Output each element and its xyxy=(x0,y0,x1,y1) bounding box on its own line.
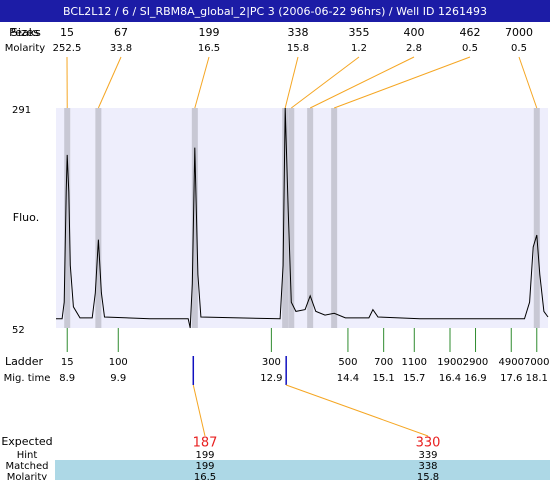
y-tick-label: 291 xyxy=(12,105,31,116)
row-label: Mig. time xyxy=(4,373,51,384)
peak-band xyxy=(307,108,314,328)
ladder-time: 12.9 xyxy=(260,373,282,384)
ladder-time: 14.4 xyxy=(337,373,359,384)
expected-value: 187 xyxy=(193,436,218,451)
chart-title: BCL2L12 / 6 / SI_RBM8A_global_2|PC 3 (20… xyxy=(63,5,487,18)
row-label: Matched xyxy=(5,461,48,472)
matched-value: 199 xyxy=(195,461,214,472)
peak-molarity: 33.8 xyxy=(110,43,132,54)
ladder-size: 7000 xyxy=(524,357,549,368)
ladder-size: 1900 xyxy=(437,357,462,368)
ladder-size: 2900 xyxy=(463,357,488,368)
peak-connector xyxy=(284,56,299,109)
matched-band xyxy=(55,460,550,480)
peak-connector xyxy=(97,56,122,109)
molarity-value: 16.5 xyxy=(194,472,216,480)
peak-size: 338 xyxy=(288,26,309,39)
peak-molarity: 1.2 xyxy=(351,43,367,54)
ladder-size: 4900 xyxy=(499,357,524,368)
row-label: Ladder xyxy=(5,355,44,368)
peak-molarity: 15.8 xyxy=(287,43,309,54)
row-label: Sizes xyxy=(11,26,40,39)
ladder-time: 9.9 xyxy=(110,373,126,384)
peak-size: 15 xyxy=(60,26,74,39)
peak-connector xyxy=(333,56,471,109)
expected-connector xyxy=(286,384,429,437)
peak-band xyxy=(191,108,198,328)
ladder-size: 15 xyxy=(61,357,74,368)
peak-size: 462 xyxy=(460,26,481,39)
ladder-size: 300 xyxy=(262,357,281,368)
ladder-size: 500 xyxy=(338,357,357,368)
hint-value: 199 xyxy=(195,450,214,461)
peak-size: 7000 xyxy=(505,26,533,39)
title-bar xyxy=(0,0,550,22)
peak-size: 355 xyxy=(349,26,370,39)
row-label: Hint xyxy=(17,450,38,461)
trace xyxy=(56,107,549,329)
peak-molarity: 252.5 xyxy=(53,43,82,54)
peak-molarity: 16.5 xyxy=(198,43,220,54)
peak-connector xyxy=(518,56,538,109)
peak-size: 400 xyxy=(404,26,425,39)
peak-band xyxy=(331,108,338,328)
ladder-time: 15.7 xyxy=(403,373,425,384)
ladder-time: 18.1 xyxy=(526,373,548,384)
ladder-time: 15.1 xyxy=(373,373,395,384)
y-axis-label: Fluo. xyxy=(13,211,39,224)
expected-value: 330 xyxy=(416,436,441,451)
row-label: Expected xyxy=(1,435,52,448)
ladder-time: 8.9 xyxy=(59,373,75,384)
peak-band xyxy=(533,108,540,328)
row-label: Peaks xyxy=(9,26,41,39)
peak-molarity: 0.5 xyxy=(462,43,478,54)
ladder-time: 16.4 xyxy=(439,373,461,384)
ladder-size: 700 xyxy=(374,357,393,368)
expected-connector xyxy=(192,384,206,437)
peak-molarity: 0.5 xyxy=(511,43,527,54)
peak-band xyxy=(288,108,295,328)
ladder-size: 1100 xyxy=(402,357,427,368)
hint-value: 339 xyxy=(418,450,437,461)
peak-molarity: 2.8 xyxy=(406,43,422,54)
molarity-value: 15.8 xyxy=(417,472,439,480)
y-tick-label: 52 xyxy=(12,325,25,336)
ladder-time: 16.9 xyxy=(464,373,486,384)
peak-band xyxy=(282,108,289,328)
peak-band xyxy=(64,108,71,328)
peak-size: 199 xyxy=(199,26,220,39)
peak-size: 67 xyxy=(114,26,128,39)
row-label: Molarity xyxy=(5,43,45,54)
row-label: Molarity xyxy=(7,472,47,480)
peak-connector xyxy=(194,56,210,109)
plot-area xyxy=(56,108,548,328)
peak-connector xyxy=(290,56,360,109)
peak-connector xyxy=(309,56,415,109)
ladder-size: 100 xyxy=(109,357,128,368)
ladder-time: 17.6 xyxy=(500,373,522,384)
peak-band xyxy=(95,108,102,328)
matched-value: 338 xyxy=(418,461,437,472)
